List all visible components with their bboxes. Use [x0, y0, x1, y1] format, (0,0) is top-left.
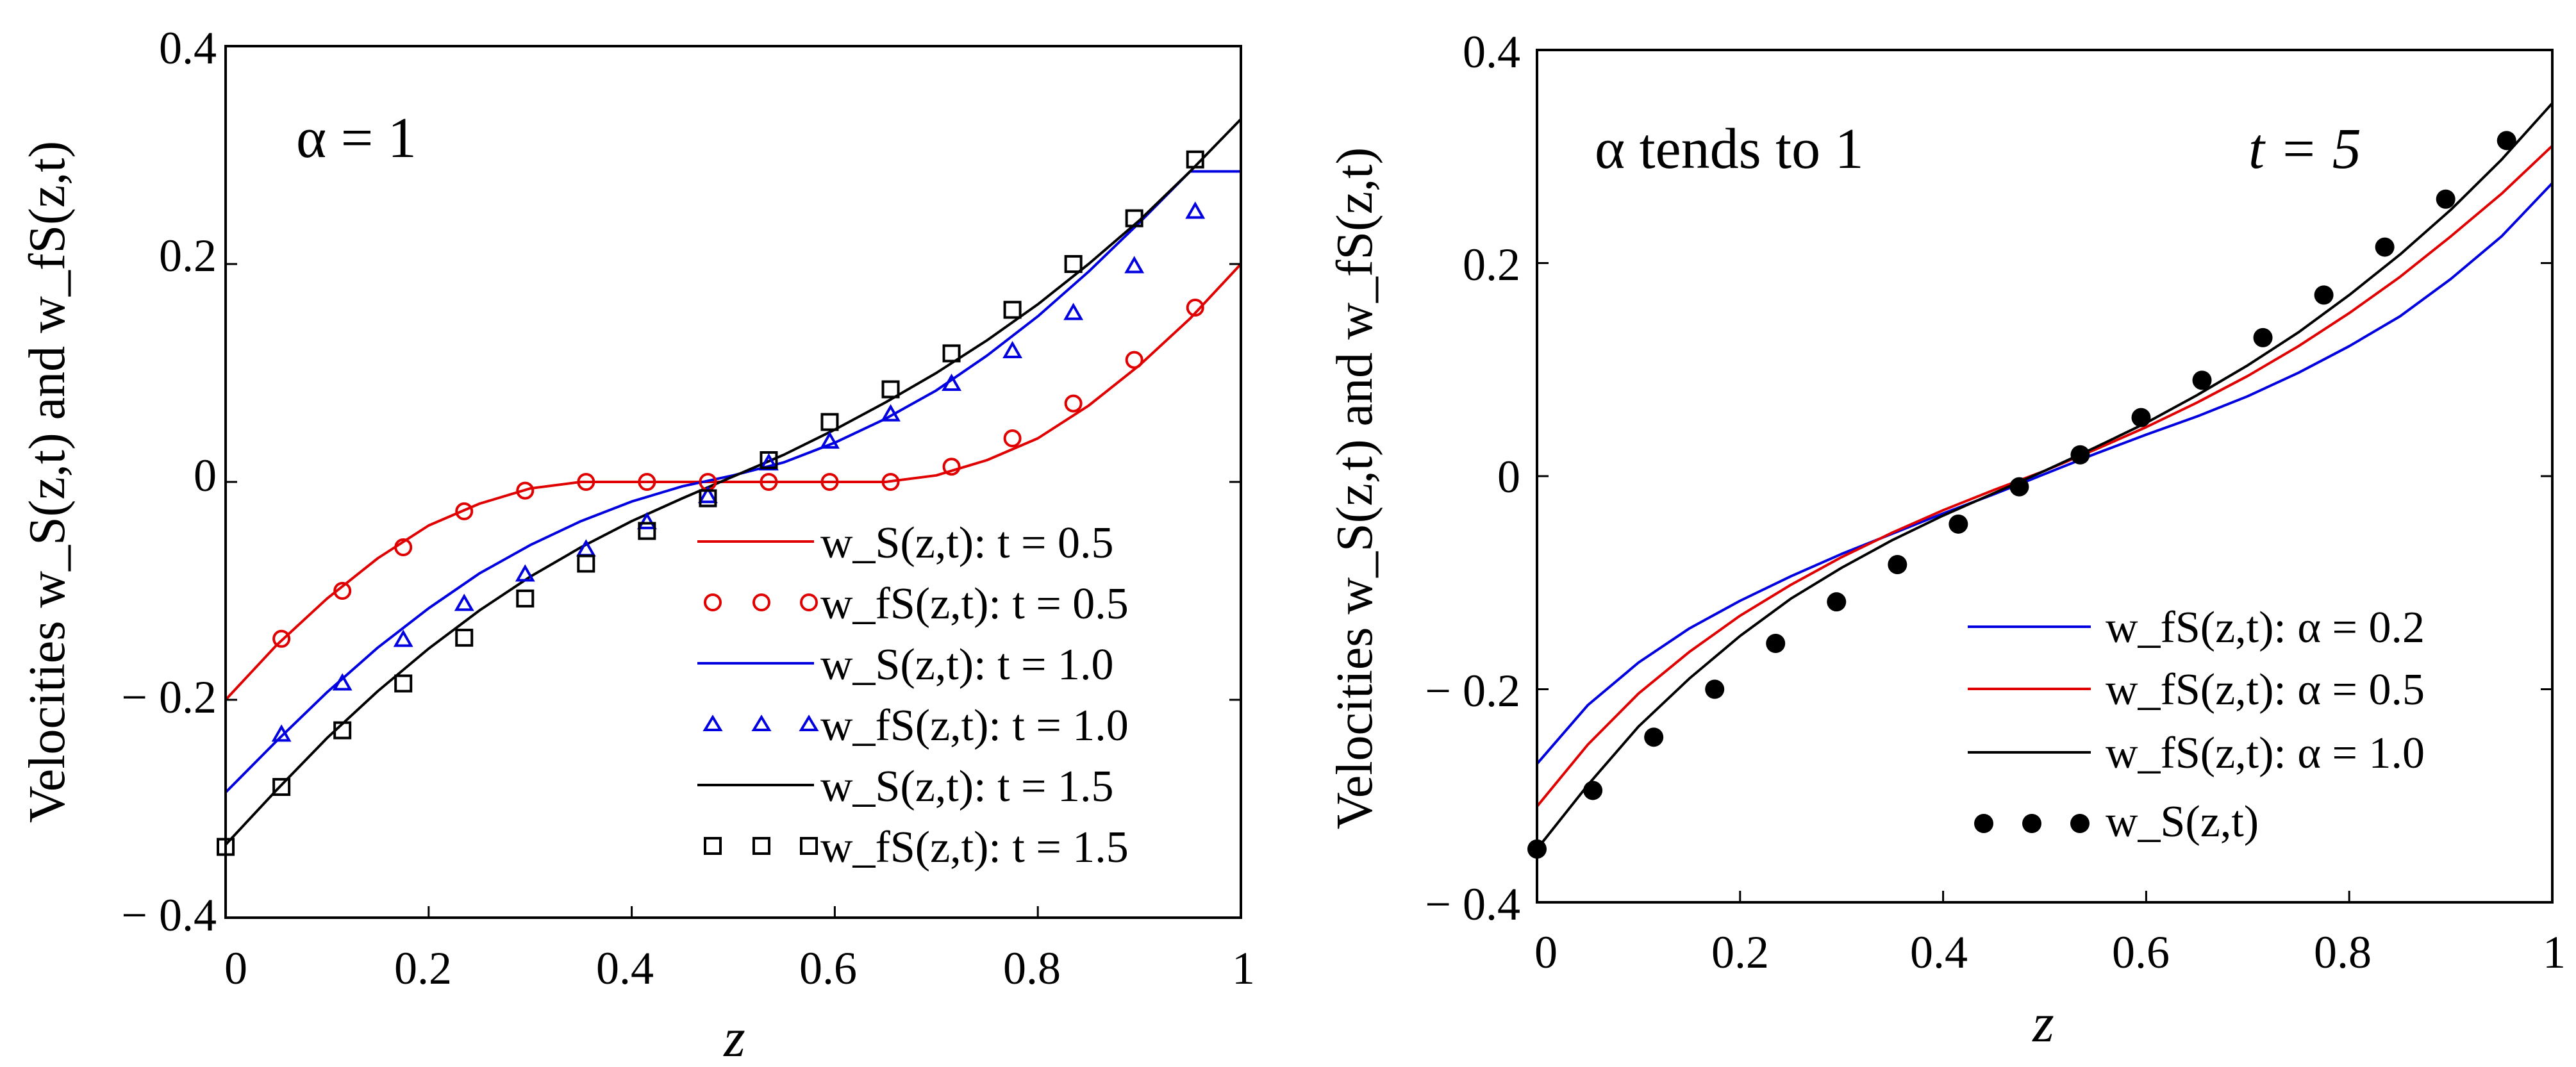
legend-left-marker-3	[705, 717, 720, 730]
data-point-left-5	[395, 676, 411, 691]
legend-left-label-4: w_S(z,t): t = 1.5	[820, 762, 1114, 811]
annotation-alpha-right: α tends to 1	[1595, 117, 1864, 181]
annotation-alpha-left: α = 1	[296, 106, 417, 170]
annotation-time-right: t = 5	[2248, 117, 2361, 181]
legend-right-marker-3	[2070, 814, 2090, 833]
data-point-right-3	[1583, 781, 1602, 800]
legend-left: w_S(z,t): t = 0.5 w_fS(z,t): t = 0.5 w_S…	[697, 518, 1129, 872]
data-point-left-5	[822, 415, 837, 430]
legend-left-label-5: w_fS(z,t): t = 1.5	[820, 823, 1129, 872]
data-point-left-3	[517, 567, 533, 581]
data-point-left-5	[517, 591, 533, 606]
data-point-right-3	[2375, 238, 2395, 257]
legend-right-label-1: w_fS(z,t): α = 0.5	[2106, 665, 2425, 715]
y-axis-label: Velocities w_S(z,t) and w_fS(z,t)	[1327, 147, 1383, 829]
data-point-left-1	[1066, 396, 1081, 411]
data-point-left-3	[1005, 343, 1020, 357]
y-tick-label: 0.2	[159, 230, 217, 281]
y-tick-label: − 0.4	[121, 889, 217, 941]
x-tick-label: 0.6	[799, 943, 857, 994]
y-tick-label: − 0.2	[121, 672, 217, 723]
legend-right-label-2: w_fS(z,t): α = 1.0	[2106, 729, 2425, 778]
y-tick-label: 0	[194, 450, 217, 501]
legend-left-marker-5	[801, 838, 817, 854]
legend-left-marker-3	[801, 717, 817, 730]
legend-left-label-0: w_S(z,t): t = 0.5	[820, 518, 1114, 568]
x-axis-label: z	[2032, 992, 2054, 1054]
data-point-left-1	[1127, 352, 1142, 368]
legend-left-marker-1	[754, 595, 769, 610]
legend-right-label-3: w_S(z,t)	[2106, 797, 2259, 847]
data-point-right-3	[1705, 680, 1724, 699]
data-point-right-3	[1766, 634, 1785, 653]
x-tick-label: 0.8	[1003, 943, 1061, 994]
legend-right-marker-3	[1974, 814, 1993, 833]
data-point-left-3	[274, 727, 289, 740]
data-point-left-3	[1188, 204, 1203, 217]
legend-left-marker-3	[754, 717, 769, 730]
data-point-left-5	[456, 630, 472, 645]
data-point-right-3	[2314, 285, 2334, 304]
x-tick-label: 0.4	[596, 943, 654, 994]
data-point-left-3	[1066, 306, 1081, 319]
panel-left: α = 1 0.4 0.2 0 − 0.2 − 0.4 0 0.2 0.4 0.…	[19, 22, 1255, 1067]
x-tick-label: 0	[1534, 927, 1558, 978]
data-point-right-3	[1888, 555, 1907, 574]
legend-left-marker-5	[754, 838, 769, 854]
x-axis-label: z	[723, 1007, 745, 1067]
x-tick-label: 0.4	[1910, 927, 1968, 978]
x-tick-label: 1	[1232, 943, 1255, 994]
legend-left-marker-5	[705, 838, 720, 854]
data-point-right-3	[2070, 445, 2090, 465]
data-point-left-1	[1005, 431, 1020, 446]
data-point-right-3	[1949, 515, 1968, 534]
data-point-right-3	[2436, 190, 2456, 209]
x-tick-label: 1	[2543, 927, 2566, 978]
legend-right-marker-3	[2022, 814, 2041, 833]
legend-left-marker-1	[801, 595, 817, 610]
legend-right: w_fS(z,t): α = 0.2 w_fS(z,t): α = 0.5 w_…	[1968, 603, 2425, 847]
data-point-right-3	[2497, 131, 2516, 150]
y-tick-label: − 0.2	[1425, 665, 1520, 716]
data-point-right-3	[1644, 727, 1663, 747]
legend-right-label-0: w_fS(z,t): α = 0.2	[2106, 603, 2425, 652]
y-tick-label: − 0.4	[1425, 879, 1520, 930]
y-tick-label: 0.2	[1463, 239, 1520, 290]
data-point-left-3	[1127, 258, 1142, 272]
y-tick-label: 0.4	[159, 22, 217, 74]
data-point-left-3	[395, 633, 411, 646]
y-axis-label: Velocities w_S(z,t) and w_fS(z,t)	[19, 141, 76, 823]
data-point-left-5	[883, 382, 899, 397]
legend-left-marker-1	[705, 595, 720, 610]
data-point-right-3	[2254, 328, 2273, 347]
panel-right: α tends to 1 t = 5 0.4 0.2 0 − 0.2 − 0.4…	[1327, 26, 2566, 1054]
data-point-left-3	[456, 596, 472, 609]
x-tick-label: 0	[224, 943, 247, 994]
data-point-right-3	[2009, 477, 2029, 497]
data-point-left-5	[1005, 302, 1020, 317]
legend-left-label-3: w_fS(z,t): t = 1.0	[820, 701, 1129, 750]
series-line-left-0	[226, 264, 1241, 700]
legend-left-label-1: w_fS(z,t): t = 0.5	[820, 579, 1129, 629]
y-tick-label: 0.4	[1463, 26, 1520, 78]
legend-left-label-2: w_S(z,t): t = 1.0	[820, 640, 1114, 690]
x-tick-label: 0.8	[2314, 927, 2372, 978]
data-point-right-3	[1827, 592, 1846, 611]
x-tick-label: 0.2	[1711, 927, 1769, 978]
y-tick-label: 0	[1497, 451, 1520, 502]
data-point-right-3	[2131, 408, 2150, 427]
figure: α = 1 0.4 0.2 0 − 0.2 − 0.4 0 0.2 0.4 0.…	[0, 0, 2576, 1067]
data-point-left-5	[1066, 256, 1081, 272]
data-point-left-5	[578, 556, 594, 572]
x-tick-label: 0.6	[2112, 927, 2170, 978]
data-point-left-1	[274, 631, 289, 647]
data-point-right-3	[2193, 370, 2212, 390]
x-tick-label: 0.2	[394, 943, 452, 994]
